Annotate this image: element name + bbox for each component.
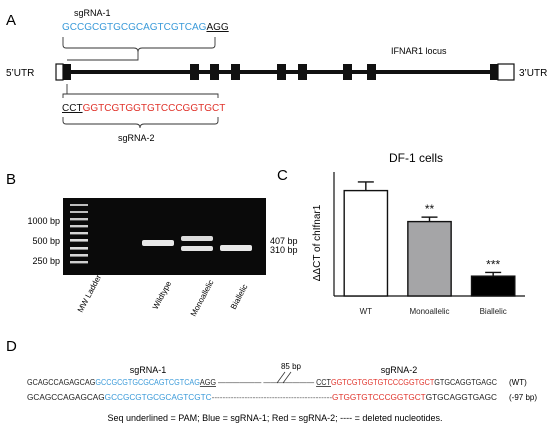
ladder-band bbox=[70, 225, 88, 228]
mut-deletion-dashes: ----------------------------------------… bbox=[212, 393, 333, 402]
panel-a-sgrna2-pam: CCT bbox=[62, 103, 83, 114]
ladder-lane bbox=[70, 204, 88, 264]
lane-label-monoallelic: Monoallelic bbox=[189, 278, 216, 318]
panel-a-sgrna2-brace bbox=[62, 117, 219, 129]
panel-a-sgrna2-sequence: CCTGGTCGTGGTGTCCCGGTGCT bbox=[62, 103, 225, 114]
panel-a-exon-7 bbox=[343, 64, 352, 80]
panel-d-gap-label: 85 bp bbox=[281, 362, 302, 371]
panel-a-sgrna2-label: sgRNA-2 bbox=[118, 133, 155, 143]
panel-d-mutant-sequence: GCAGCCAGAGCAG GCCGCGTGCGCAGTCGTC ---------… bbox=[27, 393, 497, 402]
panel-b-letter: B bbox=[6, 171, 16, 188]
x-tick-label-monoallelic: Monoallelic bbox=[409, 307, 449, 316]
wt-sgrna1: GCCGCGTGCGCAGTCGTCAG bbox=[95, 378, 200, 387]
bar-monoallelic bbox=[407, 220, 452, 297]
ladder-label-500bp: 500 bp bbox=[32, 236, 60, 246]
bar-wt bbox=[343, 189, 389, 297]
x-tick-label-biallelic: Biallelic bbox=[480, 307, 507, 316]
chart-title: DF-1 cells bbox=[389, 151, 443, 165]
panel-b: B 1000 bp 500 bp 250 bp 407 bp 310 bp MW… bbox=[6, 171, 298, 318]
panel-a-3utr-box bbox=[497, 63, 515, 81]
panel-a-exon-6 bbox=[298, 64, 307, 80]
panel-d: D sgRNA-1 sgRNA-2 85 bp GCAGCCAGAGCAGGCC… bbox=[6, 338, 537, 423]
panel-d-break-marks bbox=[276, 371, 292, 384]
ladder-label-1000bp: 1000 bp bbox=[27, 216, 60, 226]
wt-suffix: GTGCAGGTGAGC bbox=[434, 378, 497, 387]
panel-a-exon-1 bbox=[63, 64, 71, 80]
ladder-band bbox=[70, 204, 88, 206]
ladder-band bbox=[70, 218, 88, 221]
panel-d-letter: D bbox=[6, 338, 17, 355]
panel-a-sgrna2-bracket-top bbox=[62, 93, 219, 98]
panel-a-exon-8 bbox=[367, 64, 376, 80]
ladder-band bbox=[70, 254, 88, 257]
panel-a-sgrna1-protospacer: GCCGCGTGCGCAGTCGTCAG bbox=[62, 22, 207, 33]
wt-sgrna2: GGTCGTGGTGTCCCGGTGCT bbox=[331, 378, 434, 387]
panel-a: A sgRNA-1 GCCGCGTGCGCAGTCGTCAGAGG 5’UTR … bbox=[6, 8, 547, 143]
lane-label-mw-ladder: MW Ladder bbox=[76, 273, 104, 314]
ladder-label-250bp: 250 bp bbox=[32, 256, 60, 266]
panel-a-sgrna1-pam: AGG bbox=[206, 22, 228, 33]
panel-a-sgrna1-brace bbox=[62, 37, 216, 53]
band-monoallelic-310bp bbox=[181, 246, 213, 251]
lane-label-wildtype: Wildtype bbox=[151, 279, 174, 311]
panel-a-exon-2 bbox=[190, 64, 199, 80]
panel-a-5utr-label: 5’UTR bbox=[6, 68, 34, 79]
panel-a-exon-4 bbox=[231, 64, 240, 80]
ladder-band bbox=[70, 247, 88, 250]
bar-chart: WT ** Monoallelic *** Biallelic bbox=[333, 172, 525, 316]
panel-a-exon-last bbox=[490, 64, 498, 80]
wt-pam1: AGG bbox=[200, 378, 216, 387]
ladder-band bbox=[70, 211, 88, 213]
band-biallelic-310bp bbox=[220, 245, 252, 251]
panel-c-letter: C bbox=[277, 167, 288, 184]
significance-biallelic: *** bbox=[486, 257, 500, 271]
bar-biallelic bbox=[470, 275, 516, 297]
panel-d-legend: Seq underlined = PAM; Blue = sgRNA-1; Re… bbox=[107, 413, 442, 423]
panel-a-5utr-box bbox=[55, 63, 64, 81]
panel-a-exon-5 bbox=[277, 64, 286, 80]
panel-d-wt-tag: (WT) bbox=[509, 378, 527, 387]
gel-image bbox=[63, 198, 266, 275]
wt-pam2: CCT bbox=[316, 378, 331, 387]
wt-gap-line: —————— ——————— bbox=[216, 378, 316, 387]
panel-d-sgrna1-label: sgRNA-1 bbox=[130, 365, 167, 375]
panel-a-exon-3 bbox=[210, 64, 219, 80]
mut-prefix: GCAGCCAGAGCAG bbox=[27, 393, 105, 402]
panel-a-sgrna1-connector bbox=[67, 52, 139, 61]
wt-prefix: GCAGCCAGAGCAG bbox=[27, 378, 95, 387]
ladder-band bbox=[70, 232, 88, 235]
x-tick-label-wt: WT bbox=[360, 307, 373, 316]
ladder-band bbox=[70, 261, 88, 264]
panel-a-sgrna1-sequence: GCCGCGTGCGCAGTCGTCAGAGG bbox=[62, 22, 229, 33]
mut-sgrna2: GTGGTGTCCCGGTGCT bbox=[332, 393, 426, 402]
panel-a-3utr-label: 3’UTR bbox=[519, 68, 547, 79]
mut-sgrna1: GCCGCGTGCGCAGTCGTC bbox=[105, 393, 212, 402]
panel-d-sgrna2-label: sgRNA-2 bbox=[381, 365, 418, 375]
ladder-band bbox=[70, 239, 88, 242]
panel-a-letter: A bbox=[6, 12, 16, 29]
panel-d-mutant-tag: (-97 bp) bbox=[509, 393, 537, 402]
chart-y-axis-label: ΔΔCT of chIfnar1 bbox=[312, 204, 323, 281]
panel-a-locus-label: IFNAR1 locus bbox=[391, 46, 447, 56]
band-monoallelic-407bp bbox=[181, 236, 213, 241]
significance-monoallelic: ** bbox=[425, 202, 435, 216]
panel-a-sgrna2-protospacer: GGTCGTGGTGTCCCGGTGCT bbox=[83, 103, 226, 114]
mut-suffix: GTGCAGGTGAGC bbox=[426, 393, 497, 402]
lane-label-biallelic: Biallelic bbox=[229, 283, 250, 311]
band-wildtype-407bp bbox=[142, 240, 174, 246]
band-label-407bp: 407 bp bbox=[270, 236, 298, 246]
panel-a-sgrna1-label: sgRNA-1 bbox=[74, 8, 111, 18]
panel-c: C DF-1 cells ΔΔCT of chIfnar1 WT ** Monoal… bbox=[277, 151, 525, 316]
panel-d-wt-sequence: GCAGCCAGAGCAGGCCGCGTGCGCAGTCGTCAGAGG ———… bbox=[27, 378, 497, 387]
band-label-310bp: 310 bp bbox=[270, 245, 298, 255]
